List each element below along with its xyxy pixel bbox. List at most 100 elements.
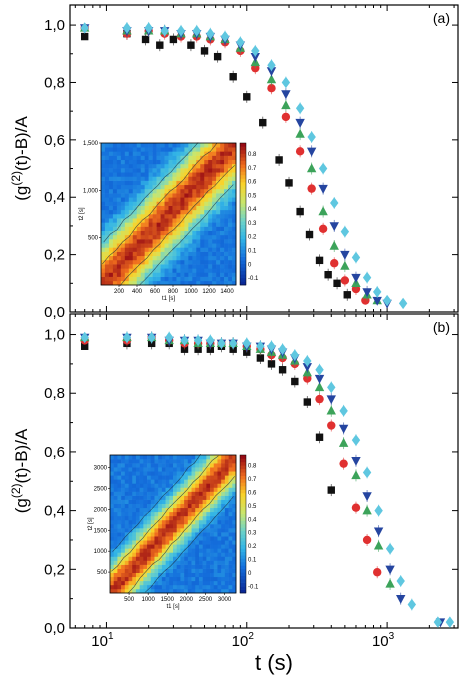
colorbar-segment xyxy=(240,455,246,459)
data-point xyxy=(372,296,382,306)
heatmap-cell xyxy=(228,226,233,232)
heatmap-cell xyxy=(213,507,218,513)
heatmap-cell xyxy=(124,180,130,186)
heatmap-cell xyxy=(158,548,163,553)
heatmap-cell xyxy=(216,214,221,219)
heatmap-cell xyxy=(124,564,129,569)
data-point xyxy=(314,374,325,384)
heatmap-cell xyxy=(136,176,142,181)
heatmap-cell xyxy=(176,548,181,553)
data-point xyxy=(259,118,267,127)
heatmap-cell xyxy=(206,572,211,578)
y-tick-label: 0,0 xyxy=(44,620,65,637)
heatmap-cell xyxy=(187,548,192,553)
heatmap-cell xyxy=(216,172,221,177)
heatmap-cell xyxy=(217,564,222,569)
data-point xyxy=(373,568,382,577)
data-point xyxy=(229,73,237,81)
heatmap-cell xyxy=(198,584,203,590)
data-point xyxy=(307,184,316,193)
heatmap-cell xyxy=(136,264,142,269)
heatmap-cell xyxy=(180,544,185,549)
heatmap-cell xyxy=(120,230,126,236)
heatmap-cell xyxy=(202,463,207,468)
heatmap-cell xyxy=(228,568,233,574)
heatmap-cell xyxy=(169,528,174,533)
heatmap-cell xyxy=(128,560,133,565)
heatmap-cell xyxy=(132,247,138,252)
heatmap-cell xyxy=(139,564,144,569)
heatmap-cell xyxy=(224,214,229,219)
heatmap-cell xyxy=(108,197,114,202)
heatmap-cell xyxy=(104,201,110,206)
heatmap-cell xyxy=(224,268,229,273)
heatmap-cell xyxy=(101,268,106,273)
heatmap-cell xyxy=(172,159,177,165)
heatmap-cell xyxy=(200,247,205,252)
heatmap-cell xyxy=(113,511,118,517)
heatmap-cell xyxy=(208,143,213,148)
heatmap-cell xyxy=(160,264,165,269)
heatmap-cell xyxy=(139,499,144,505)
heatmap-cell xyxy=(212,205,217,211)
heatmap-cell xyxy=(224,556,229,561)
inset-heatmap: 200 400 600 800 1000 1200 14005001,0001,500t1 … xyxy=(79,141,259,302)
heatmap-cell xyxy=(172,239,177,244)
heatmap-cell xyxy=(168,188,173,194)
heatmap-cell xyxy=(206,503,211,509)
heatmap-cell xyxy=(187,515,192,521)
heatmap-cell xyxy=(104,205,110,211)
heatmap-cell xyxy=(192,147,197,152)
heatmap-cell xyxy=(192,234,197,240)
heatmap-cell xyxy=(128,507,133,513)
heatmap-cell xyxy=(184,499,189,505)
heatmap-cell xyxy=(110,515,115,521)
heatmap-cell xyxy=(104,264,110,269)
heatmap-cell xyxy=(135,568,140,574)
heatmap-cell xyxy=(192,172,197,177)
heatmap-cell xyxy=(176,576,181,582)
heatmap-cell xyxy=(176,467,181,472)
heatmap-cell xyxy=(135,507,140,513)
heatmap-cell xyxy=(196,172,201,177)
heatmap-cell xyxy=(217,584,222,590)
heatmap-cell xyxy=(196,205,201,211)
heatmap-cell xyxy=(232,524,237,529)
data-point xyxy=(306,163,317,173)
heatmap-cell xyxy=(200,226,205,232)
heatmap-cell xyxy=(224,515,229,521)
heatmap-cell xyxy=(104,193,110,198)
data-point xyxy=(351,503,361,512)
data-point xyxy=(290,349,300,361)
heatmap-cell xyxy=(188,272,193,277)
heatmap-cell xyxy=(108,226,114,232)
heatmap-cell xyxy=(188,155,193,161)
heatmap-cell xyxy=(124,264,130,269)
colorbar-segment xyxy=(240,586,246,590)
heatmap-cell xyxy=(202,483,207,488)
heatmap-cell xyxy=(217,479,222,484)
heatmap-cell xyxy=(180,507,185,513)
data-point xyxy=(250,52,260,62)
heatmap-cell xyxy=(156,226,161,232)
heatmap-cell xyxy=(132,268,138,273)
heatmap-cell xyxy=(147,532,152,537)
data-point xyxy=(278,343,287,355)
heatmap-cell xyxy=(168,201,173,206)
heatmap-cell xyxy=(224,230,229,236)
heatmap-cell xyxy=(113,560,118,565)
heatmap-cell xyxy=(220,151,225,156)
heatmap-cell xyxy=(143,540,148,545)
heatmap-cell xyxy=(195,544,200,549)
heatmap-cell xyxy=(139,568,144,574)
heatmap-cell xyxy=(154,479,159,484)
heatmap-cell xyxy=(116,188,122,194)
heatmap-cell xyxy=(101,247,106,252)
heatmap-cell xyxy=(161,588,166,594)
heatmap-cell xyxy=(173,495,178,500)
heatmap-cell xyxy=(176,259,181,265)
heatmap-cell xyxy=(220,205,225,211)
heatmap-cell xyxy=(213,584,218,590)
heatmap-cell xyxy=(198,532,203,537)
heatmap-cell xyxy=(140,155,145,161)
